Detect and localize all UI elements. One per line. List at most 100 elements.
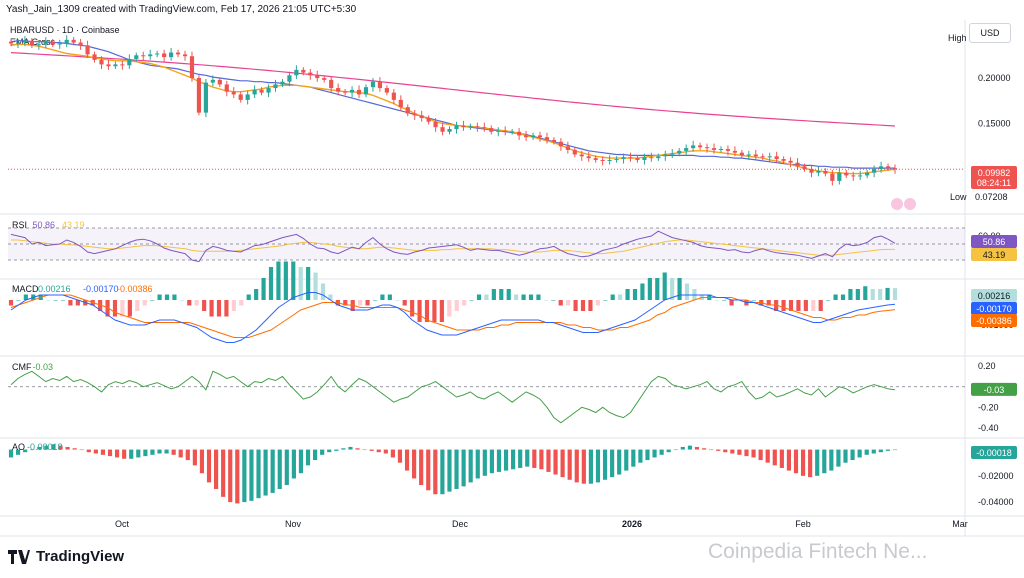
macd-hist-bar — [610, 294, 615, 300]
time-axis-label: Feb — [795, 519, 811, 529]
ao-bar — [645, 449, 650, 461]
candle-body — [99, 59, 104, 65]
chart-header: Yash_Jain_1309 created with TradingView.… — [6, 4, 357, 15]
candle-body — [155, 53, 160, 55]
macd-hist-bar — [892, 288, 898, 300]
macd-hist-bar — [491, 289, 496, 300]
time-axis-label: Dec — [452, 519, 469, 529]
rsi-ma-value: 43.19 — [62, 220, 85, 230]
candle-body — [127, 58, 132, 66]
candle-body — [363, 87, 369, 95]
candle-body — [454, 125, 459, 130]
candle-body — [517, 131, 522, 136]
time-axis-label: 2026 — [622, 519, 642, 529]
macd-hist-bar — [595, 300, 600, 306]
candle-body — [698, 145, 703, 148]
candle-body — [607, 159, 612, 161]
ao-bar — [199, 449, 205, 474]
candle-body — [370, 81, 376, 88]
ao-bar — [164, 449, 169, 454]
ao-bar — [213, 449, 219, 489]
macd-hist-bar — [514, 294, 519, 300]
ao-bar — [666, 449, 671, 453]
candle-body — [224, 84, 229, 92]
ao-bar — [242, 449, 247, 503]
ao-bar — [553, 449, 558, 475]
macd-hist-bar — [722, 300, 727, 301]
ao-bar — [320, 449, 325, 455]
candle-body — [593, 158, 598, 160]
candle-body — [141, 55, 146, 57]
ao-bar — [878, 449, 883, 453]
macd-hist-bar — [402, 300, 407, 306]
ao-bar — [8, 449, 14, 458]
candle-body — [579, 154, 584, 157]
macd-hist-bar — [105, 300, 110, 317]
ao-bar — [362, 449, 367, 451]
candle-body — [844, 172, 849, 176]
symbol-label: HBARUSD · 1D · Coinbase — [10, 25, 120, 35]
candle-body — [482, 127, 487, 129]
ao-bar — [885, 449, 891, 451]
macd-hist-bar — [447, 300, 452, 317]
candle-body — [162, 53, 167, 58]
macd-hist-bar — [573, 300, 578, 311]
candle-body — [64, 39, 69, 44]
macd-signal-badge: -0.00386 — [976, 316, 1012, 326]
ao-bar — [79, 449, 84, 451]
candle-body — [802, 166, 807, 170]
macd-hist-bar — [150, 300, 155, 301]
macd-hist-bar — [788, 300, 794, 311]
candle-body — [349, 89, 355, 93]
currency-button[interactable]: USD — [969, 23, 1011, 43]
candle-body — [892, 168, 898, 170]
ao-bar — [376, 449, 381, 453]
ao-bar — [850, 449, 855, 461]
ao-label-value: -0.00018 — [27, 442, 63, 452]
macd-hist-bar — [469, 300, 474, 301]
macd-hist-bar — [328, 294, 333, 300]
ao-bar — [751, 449, 756, 458]
macd-hist-bar — [164, 294, 170, 300]
candle-body — [809, 169, 814, 173]
ao-bar — [624, 449, 629, 471]
macd-hist-bar — [647, 278, 652, 300]
candle-body — [148, 54, 153, 57]
candle-body — [259, 89, 264, 93]
macd-hist-bar — [803, 300, 808, 311]
candle-body — [614, 159, 619, 161]
candle-body — [391, 92, 396, 100]
candle-body — [878, 166, 884, 170]
candle-body — [510, 131, 515, 133]
rsi-badge: 50.86 — [983, 237, 1006, 247]
candle-body — [503, 130, 508, 132]
candle-body — [565, 146, 570, 150]
macd-hist-bar — [283, 261, 288, 300]
ao-bar — [892, 449, 898, 451]
watermark: Coinpedia Fintech Ne... — [708, 540, 928, 563]
macd-hist-bar — [632, 289, 638, 300]
candle-body — [823, 170, 828, 174]
candle-body — [523, 135, 529, 138]
macd-signal-value: -0.00386 — [117, 284, 153, 294]
time-axis-label: Mar — [952, 519, 968, 529]
time-axis-label: Nov — [285, 519, 302, 529]
ema-fast-line — [10, 43, 896, 175]
macd-hist-bar — [372, 300, 378, 301]
ao-bar — [270, 449, 275, 493]
macd-hist-bar — [395, 300, 400, 301]
last-price-badge: 0.09982 — [978, 168, 1011, 178]
ao-bar — [468, 449, 473, 483]
macd-hist-bar — [23, 294, 28, 300]
ao-bar — [122, 449, 127, 459]
ao-bar — [284, 449, 289, 486]
macd-hist-bar — [343, 300, 348, 306]
ao-bar — [659, 449, 664, 455]
candle-body — [600, 159, 605, 161]
candle-body — [231, 91, 236, 95]
candle-body — [203, 82, 208, 113]
ao-bar — [638, 449, 643, 463]
ao-tick: -0.04000 — [978, 497, 1014, 507]
ao-bar — [836, 449, 841, 467]
macd-hist-bar — [870, 289, 875, 300]
